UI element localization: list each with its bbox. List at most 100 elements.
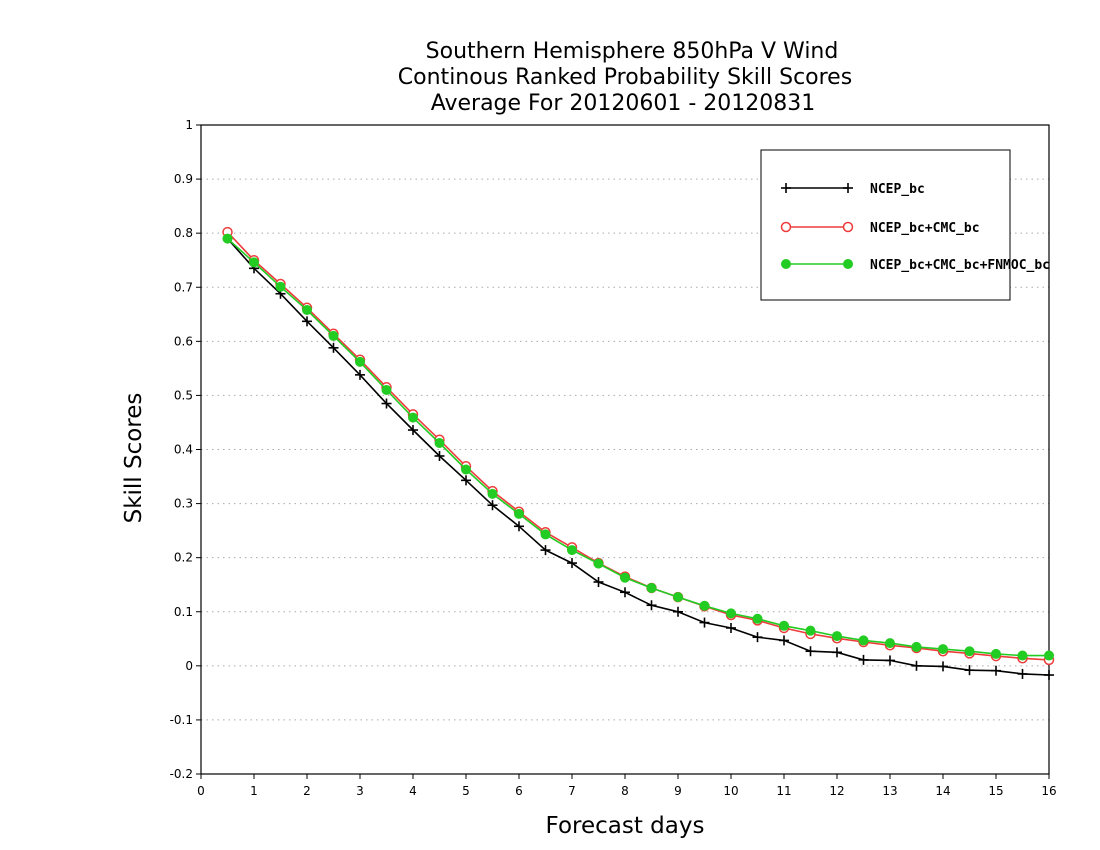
x-tick-label: 16 <box>1041 784 1056 798</box>
data-point <box>911 660 922 671</box>
data-point <box>381 398 392 409</box>
data-point <box>620 587 630 598</box>
data-point <box>222 233 233 244</box>
series-2 <box>222 233 1054 661</box>
data-point <box>355 369 365 380</box>
x-tick-label: 11 <box>776 784 791 798</box>
data-point <box>752 632 763 643</box>
data-point <box>885 638 895 649</box>
data-point <box>938 644 948 655</box>
y-tick-label: -0.2 <box>170 767 193 781</box>
legend-marker-left <box>781 259 791 269</box>
y-tick-label: 0.3 <box>174 497 193 511</box>
x-tick-label: 3 <box>356 784 364 798</box>
y-tick-label: 0.6 <box>174 334 193 348</box>
x-tick-label: 4 <box>409 784 417 798</box>
data-point <box>991 648 1001 659</box>
data-point <box>673 606 683 617</box>
data-point <box>938 661 948 672</box>
data-point <box>964 665 975 676</box>
legend: NCEP_bc NCEP_bc+CMC_bc NCEP_bc+CMC_bc+FNMO… <box>760 149 1050 301</box>
data-point <box>487 488 498 499</box>
x-tick-label: 14 <box>935 784 950 798</box>
y-tick-label: 1 <box>185 118 193 132</box>
legend-item: NCEP_bc+CMC_bc+FNMOC_bc <box>781 258 1050 273</box>
legend-marker-right <box>843 259 853 269</box>
series-line <box>226 238 1049 657</box>
chart-title-line-2: Continous Ranked Probability Skill Score… <box>398 65 852 90</box>
x-tick-label: 2 <box>303 784 311 798</box>
data-point <box>911 641 922 652</box>
data-point <box>620 572 630 583</box>
data-point <box>540 529 551 540</box>
data-point <box>434 438 445 449</box>
x-tick-label: 1 <box>250 784 258 798</box>
x-tick-label: 10 <box>723 784 738 798</box>
data-point <box>699 600 710 611</box>
data-point <box>567 558 577 569</box>
legend-item: NCEP_bc+CMC_bc <box>780 221 980 236</box>
y-tick-label: 0.4 <box>174 443 193 457</box>
data-point <box>514 508 524 519</box>
data-point <box>461 475 471 486</box>
data-point <box>752 613 763 624</box>
data-point <box>673 592 683 603</box>
data-point <box>1044 670 1054 681</box>
data-point <box>646 600 657 611</box>
x-axis: 0 1 2 3 4 5 6 7 8 9 10 11 12 13 14 15 16 <box>197 774 1057 798</box>
legend-item: NCEP_bc <box>781 182 925 197</box>
legend-marker-left <box>780 221 792 233</box>
data-point <box>487 500 498 511</box>
data-point <box>275 281 286 292</box>
data-point <box>593 577 604 588</box>
grid-lines <box>201 178 1049 721</box>
x-tick-label: 7 <box>568 784 576 798</box>
chart-title-line-1: Southern Hemisphere 850hPa V Wind <box>426 39 839 64</box>
x-tick-label: 5 <box>462 784 470 798</box>
chart-title-line-3: Average For 20120601 - 20120831 <box>431 91 816 116</box>
data-point <box>779 635 789 646</box>
legend-marker-right <box>842 221 854 233</box>
data-point <box>805 646 816 657</box>
data-point <box>805 625 816 636</box>
data-point <box>726 608 736 619</box>
data-point <box>1017 668 1028 679</box>
data-point <box>858 654 869 665</box>
y-tick-label: -0.1 <box>170 713 193 727</box>
data-point <box>593 558 604 569</box>
data-point <box>858 635 869 646</box>
data-point <box>832 631 842 642</box>
data-point <box>991 665 1001 676</box>
data-point <box>646 582 657 593</box>
x-tick-label: 6 <box>515 784 523 798</box>
data-point <box>1017 650 1028 661</box>
y-tick-label: 0.8 <box>174 226 193 240</box>
data-point <box>355 356 365 367</box>
data-point <box>328 342 339 353</box>
data-point <box>1044 650 1054 661</box>
legend-label: NCEP_bc <box>870 182 925 197</box>
x-tick-label: 8 <box>621 784 629 798</box>
data-point <box>249 257 259 268</box>
x-axis-label: Forecast days <box>546 813 705 839</box>
y-tick-label: 0.2 <box>174 551 193 565</box>
legend-marker-right <box>843 183 853 193</box>
y-axis-label: Skill Scores <box>121 393 147 524</box>
data-point <box>726 622 736 633</box>
data-point <box>832 647 842 658</box>
y-tick-label: 0.5 <box>174 388 193 402</box>
legend-label: NCEP_bc+CMC_bc+FNMOC_bc <box>870 258 1050 273</box>
data-point <box>699 617 710 628</box>
legend-label: NCEP_bc+CMC_bc <box>870 221 980 236</box>
data-point <box>328 330 339 341</box>
x-tick-label: 12 <box>829 784 844 798</box>
data-point <box>540 545 551 556</box>
data-point <box>434 450 445 461</box>
x-tick-label: 0 <box>197 784 205 798</box>
data-point <box>461 464 471 475</box>
data-point <box>885 655 895 666</box>
series-layer <box>222 226 1055 681</box>
data-point <box>408 412 418 423</box>
data-point <box>567 545 577 556</box>
